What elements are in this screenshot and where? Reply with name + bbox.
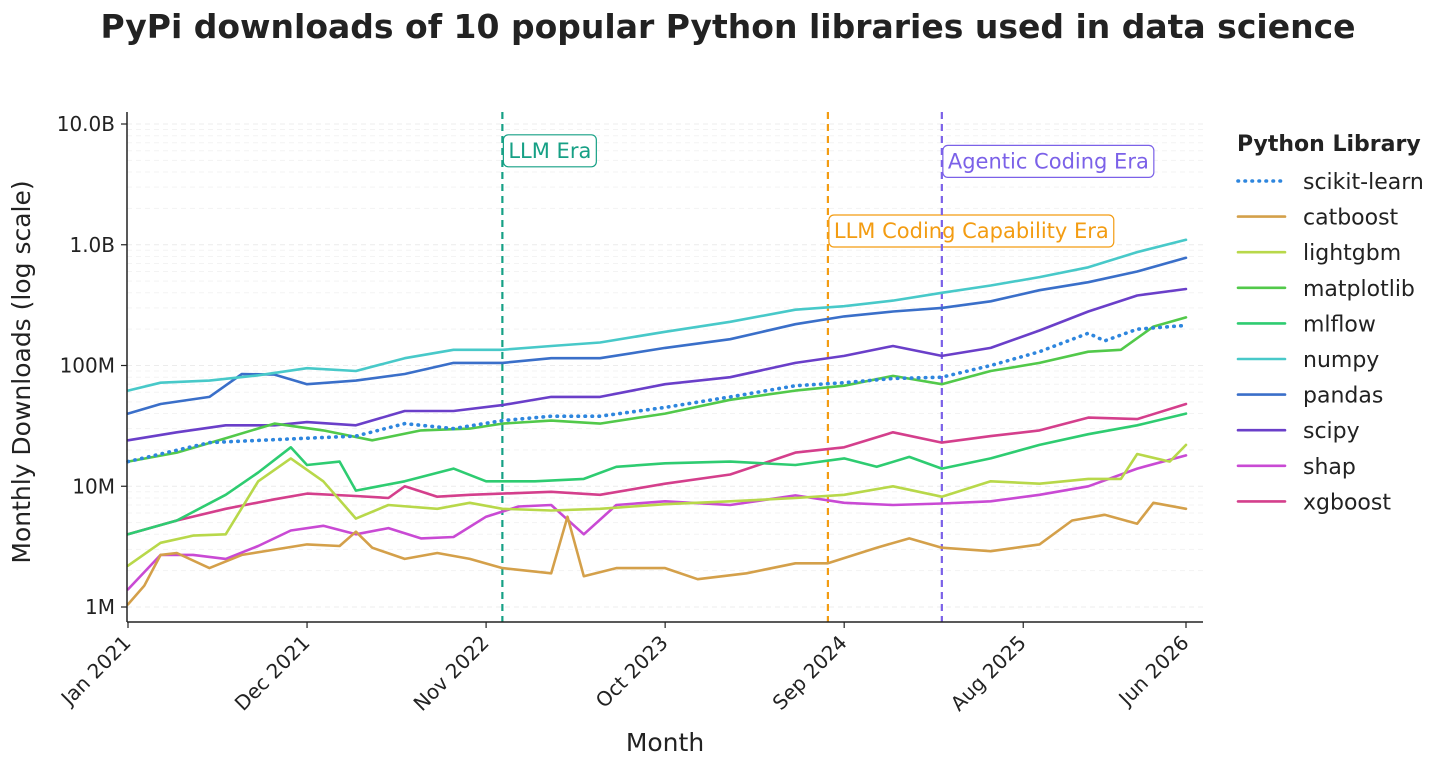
- y-tick-label: 100M: [60, 354, 115, 378]
- x-tick-label: Nov 2022: [409, 631, 494, 716]
- y-axis-label: Monthly Downloads (log scale): [7, 180, 36, 563]
- era-markers: LLM Era LLM Coding Capability Era Agentic …: [501, 112, 1155, 622]
- x-tick-label: Jan 2021: [55, 631, 136, 712]
- series-line-xgboost: [126, 402, 1188, 536]
- legend-title: Python Library: [1237, 132, 1421, 157]
- era-label-box: [502, 134, 597, 168]
- gridlines: [127, 123, 1203, 608]
- legend-label: mlflow: [1303, 312, 1376, 337]
- legend-label: pandas: [1303, 384, 1383, 409]
- y-tick-label: 10.0B: [57, 112, 115, 136]
- series-lines: [126, 238, 1188, 606]
- series-line-matplotlib: [126, 316, 1188, 463]
- legend: Python Library scikit-learn catboost light…: [1236, 132, 1424, 515]
- era-label-box: [942, 144, 1155, 179]
- legend-label: matplotlib: [1303, 277, 1415, 302]
- y-tick-label: 1.0B: [69, 233, 115, 257]
- legend-label: catboost: [1303, 206, 1399, 231]
- legend-label: scikit-learn: [1303, 170, 1424, 195]
- series-line-mlflow: [126, 412, 1188, 536]
- x-tick-label: Sep 2024: [768, 631, 852, 715]
- y-axis-ticks: 1M 10M 100M 1.0B 10.0B: [57, 112, 127, 619]
- x-tick-label: Aug 2025: [946, 631, 1031, 716]
- legend-label: scipy: [1303, 419, 1360, 444]
- y-tick-label: 10M: [72, 474, 115, 498]
- series-line-scipy: [126, 287, 1188, 442]
- x-axis-ticks: Jan 2021 Dec 2021 Nov 2022 Oct 2023 Sep 2024…: [55, 622, 1194, 716]
- series-line-scikit-learn: [126, 323, 1188, 464]
- legend-label: lightgbm: [1303, 241, 1401, 266]
- legend-label: numpy: [1303, 348, 1379, 373]
- x-tick-label: Jun 2026: [1113, 631, 1194, 712]
- series-line-shap: [126, 454, 1188, 591]
- era-label: Agentic Coding Era: [948, 149, 1149, 173]
- chart-title: PyPi downloads of 10 popular Python libr…: [100, 7, 1355, 46]
- era-label: LLM Era: [508, 139, 591, 163]
- y-tick-label: 1M: [85, 595, 115, 619]
- x-tick-label: Oct 2023: [591, 631, 673, 713]
- era-label-box: [828, 214, 1115, 248]
- x-tick-label: Dec 2021: [230, 631, 315, 716]
- x-axis-label: Month: [626, 728, 704, 757]
- legend-label: shap: [1303, 455, 1356, 480]
- series-line-lightgbm: [126, 443, 1188, 567]
- legend-label: xgboost: [1303, 490, 1391, 515]
- series-line-catboost: [126, 501, 1188, 606]
- era-label: LLM Coding Capability Era: [834, 219, 1109, 243]
- series-line-numpy: [126, 238, 1188, 392]
